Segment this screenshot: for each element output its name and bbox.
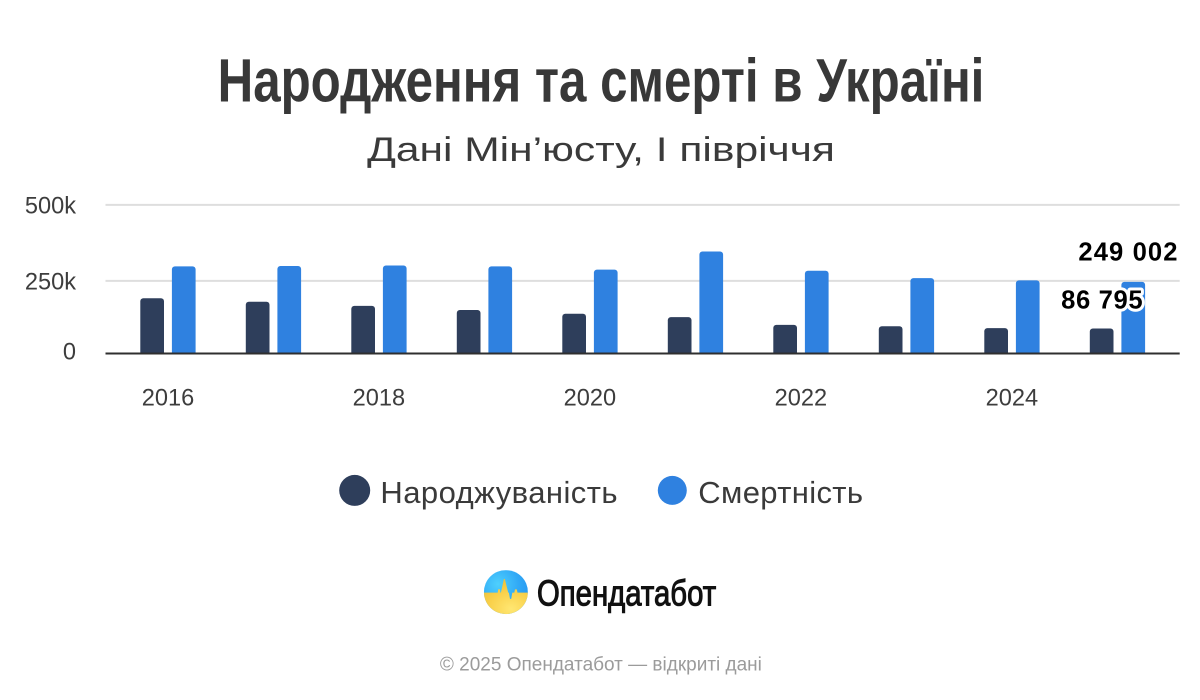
svg-text:250k: 250k [25, 270, 76, 296]
svg-text:Народжуваність: Народжуваність [380, 475, 618, 510]
svg-text:2016: 2016 [142, 385, 195, 411]
svg-text:2020: 2020 [564, 385, 617, 411]
svg-text:Народження та смерті в Україні: Народження та смерті в Україні [218, 46, 985, 114]
svg-text:Дані Мін’юсту, І півріччя: Дані Мін’юсту, І півріччя [367, 131, 835, 169]
svg-text:Смертність: Смертність [698, 475, 863, 510]
svg-text:Опендатабот: Опендатабот [537, 574, 716, 615]
svg-text:500k: 500k [25, 194, 76, 220]
svg-text:2024: 2024 [986, 385, 1039, 411]
svg-text:0: 0 [63, 340, 76, 366]
svg-text:249 002: 249 002 [1078, 239, 1178, 267]
svg-text:© 2025 Опендатабот — відкриті: © 2025 Опендатабот — відкриті дані [440, 655, 762, 676]
svg-text:2022: 2022 [775, 385, 828, 411]
svg-text:86 795: 86 795 [1061, 286, 1143, 314]
svg-text:2018: 2018 [353, 385, 406, 411]
